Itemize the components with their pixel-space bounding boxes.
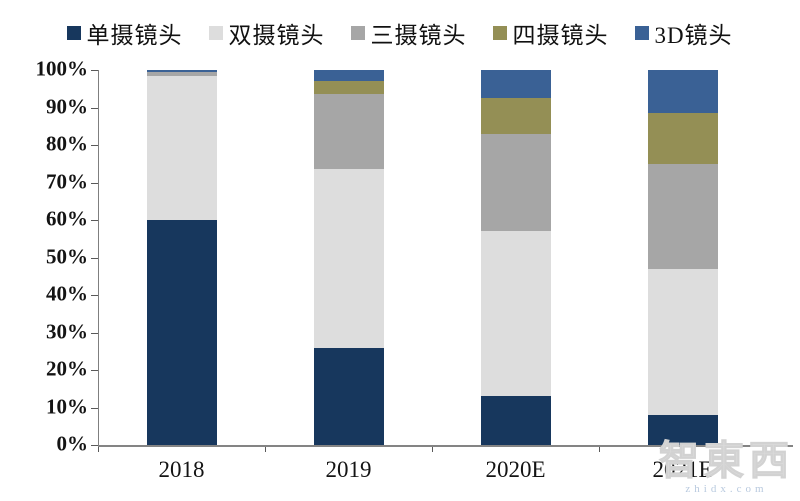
legend-item-3: 三摄镜头 xyxy=(351,16,466,50)
y-tick-label: 60% xyxy=(46,206,88,231)
y-tick-label: 40% xyxy=(46,281,88,306)
y-tick-mark xyxy=(91,145,98,146)
legend-label: 单摄镜头 xyxy=(86,23,183,48)
y-tick-label: 30% xyxy=(46,318,88,343)
bar-segment-2019-series5 xyxy=(313,70,384,82)
y-tick-mark xyxy=(91,182,98,184)
x-tick-label: 2020E xyxy=(485,457,546,482)
legend-label: 3D镜头 xyxy=(654,23,733,48)
legend-item-1: 单摄镜头 xyxy=(67,16,182,50)
bar-segment-2021E-series3 xyxy=(647,163,718,269)
legend-swatch-icon xyxy=(209,26,224,40)
bar-segment-2020E-series1 xyxy=(480,396,551,445)
y-tick-label: 70% xyxy=(46,168,88,193)
y-tick-mark xyxy=(91,107,98,109)
y-tick-mark xyxy=(91,370,98,371)
bar-segment-2019-series3 xyxy=(313,94,384,170)
y-tick-mark xyxy=(91,332,98,334)
legend-label: 三摄镜头 xyxy=(370,23,467,48)
bar-segment-2020E-series3 xyxy=(480,133,551,232)
x-tick-mark xyxy=(599,445,600,452)
bar-segment-2019-series1 xyxy=(313,347,384,445)
legend-swatch-icon xyxy=(351,26,366,40)
legend-label: 四摄镜头 xyxy=(512,23,609,48)
y-tick-mark xyxy=(91,407,98,409)
y-tick-label: 80% xyxy=(46,131,88,156)
y-tick-label: 0% xyxy=(56,431,89,456)
y-tick-mark xyxy=(91,220,98,221)
y-axis-line xyxy=(98,70,99,445)
legend-item-5: 3D镜头 xyxy=(635,16,732,50)
y-tick-mark xyxy=(91,295,98,296)
x-tick-mark xyxy=(432,445,433,452)
legend-swatch-icon xyxy=(67,26,82,40)
chart-legend: 单摄镜头 双摄镜头 三摄镜头 四摄镜头 3D镜头 xyxy=(0,16,800,50)
bar-segment-2019-series2 xyxy=(313,169,384,348)
bar-segment-2021E-series2 xyxy=(647,268,718,415)
watermark-url: zhidx.com xyxy=(685,483,768,495)
y-tick-label: 20% xyxy=(46,356,88,381)
x-tick-label: 2018 xyxy=(158,457,205,482)
x-tick-mark xyxy=(766,445,767,452)
y-tick-mark xyxy=(91,445,98,446)
x-tick-label: 2019 xyxy=(325,457,372,482)
bar-segment-2021E-series4 xyxy=(647,113,718,164)
x-tick-label: 2021E xyxy=(652,457,713,482)
x-tick-mark xyxy=(265,445,266,452)
y-tick-label: 10% xyxy=(46,393,88,418)
legend-item-2: 双摄镜头 xyxy=(209,16,324,50)
bar-segment-2018-series3 xyxy=(146,71,217,76)
bar-segment-2018-series1 xyxy=(146,220,217,445)
bar-segment-2018-series2 xyxy=(146,75,217,220)
y-tick-label: 90% xyxy=(46,93,88,118)
x-axis-baseline xyxy=(98,445,793,447)
bar-segment-2021E-series5 xyxy=(647,70,718,114)
y-tick-label: 100% xyxy=(35,56,89,81)
bar-segment-2020E-series5 xyxy=(480,70,551,99)
legend-swatch-icon xyxy=(493,26,508,40)
bar-segment-2018-series5 xyxy=(146,70,217,72)
y-tick-label: 50% xyxy=(46,243,88,268)
legend-item-4: 四摄镜头 xyxy=(493,16,608,50)
y-tick-mark xyxy=(91,257,98,259)
bar-segment-2019-series4 xyxy=(313,81,384,95)
bar-segment-2020E-series2 xyxy=(480,231,551,397)
x-tick-mark xyxy=(98,445,99,452)
legend-swatch-icon xyxy=(635,26,650,40)
y-tick-mark xyxy=(91,70,98,71)
legend-label: 双摄镜头 xyxy=(228,23,325,48)
bar-segment-2021E-series1 xyxy=(647,415,718,445)
bar-segment-2020E-series4 xyxy=(480,98,551,134)
